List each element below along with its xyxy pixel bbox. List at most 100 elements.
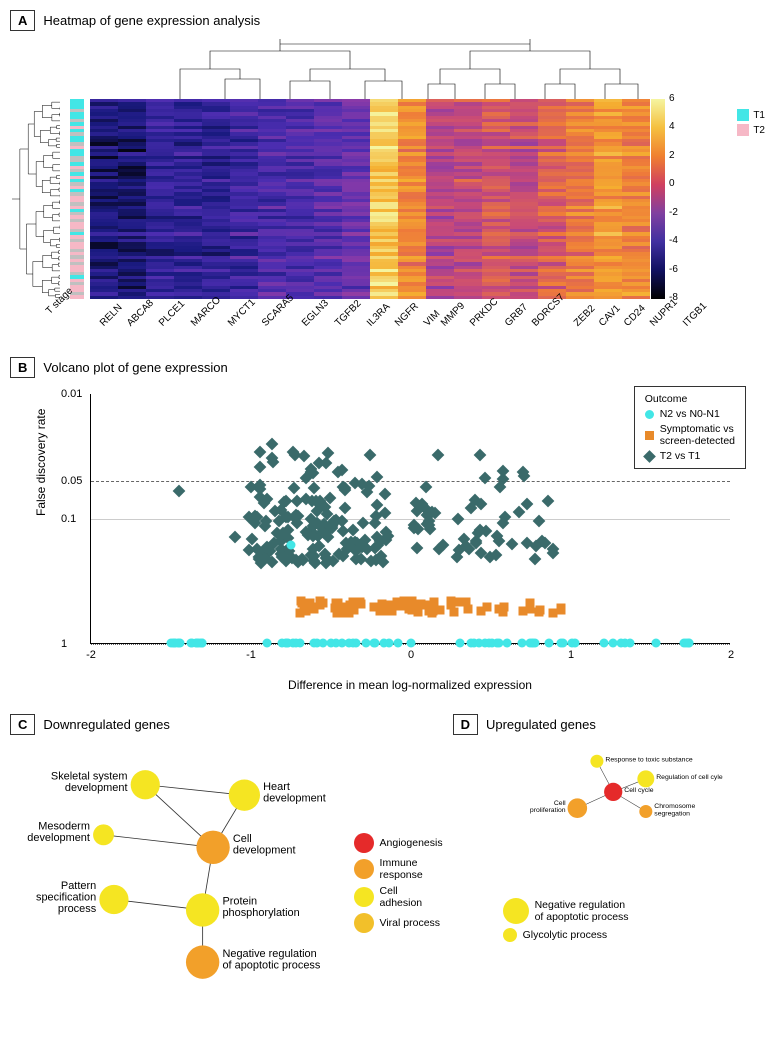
x-tick: -2 <box>86 649 96 661</box>
panel-a-letter: A <box>10 10 35 31</box>
volcano-point <box>617 638 626 647</box>
volcano-point <box>347 524 360 537</box>
ontology-row: C Downregulated genes Skeletal systemdev… <box>10 714 773 1001</box>
legend-marker <box>645 410 654 419</box>
colorbar: 6420-2-4-6-8 <box>651 99 693 299</box>
ontology-node <box>639 805 652 818</box>
volcano-point <box>291 638 300 647</box>
volcano-point <box>651 638 660 647</box>
panel-c-title: Downregulated genes <box>43 717 169 732</box>
colorbar-gradient <box>651 99 665 299</box>
panel-b-title: Volcano plot of gene expression <box>43 360 227 375</box>
volcano-point <box>527 638 536 647</box>
heatmap-cell <box>510 296 538 299</box>
volcano-point <box>529 553 542 566</box>
ontology-label: Chromosome <box>654 803 695 810</box>
legend-swatch <box>737 124 749 136</box>
ontology-label: Mesoderm <box>38 821 90 833</box>
volcano-point <box>379 487 392 500</box>
heatmap-cell <box>454 296 482 299</box>
volcano-point <box>347 603 356 612</box>
colorbar-tick: -8 <box>669 292 678 303</box>
panel-d-header: D Upregulated genes <box>453 714 773 735</box>
volcano-point <box>404 599 413 608</box>
ontology-node <box>99 885 128 914</box>
volcano-point <box>364 449 377 462</box>
volcano-point <box>362 638 371 647</box>
legend-label: Viral process <box>380 917 441 929</box>
volcano-point <box>451 512 464 525</box>
ontology-node <box>196 831 229 864</box>
volcano-point <box>393 638 402 647</box>
upregulated-network: Response to toxic substanceRegulation of… <box>453 743 773 893</box>
volcano-point <box>432 448 445 461</box>
legend-circle <box>354 887 374 907</box>
ontology-label: specification <box>36 892 96 904</box>
legend-circle <box>354 913 374 933</box>
volcano-point <box>338 501 351 514</box>
volcano-point <box>310 604 319 613</box>
ontology-node <box>590 755 603 768</box>
heatmap-cell <box>566 296 594 299</box>
volcano-point <box>544 638 553 647</box>
legend-marker <box>643 450 656 463</box>
volcano-point <box>462 598 471 607</box>
legend-label: Cell adhesion <box>380 885 443 909</box>
ontology-label: proliferation <box>529 807 565 814</box>
volcano-point <box>170 638 179 647</box>
legend-circle <box>503 928 517 942</box>
heatmap-cell <box>118 296 146 299</box>
panel-b: B Volcano plot of gene expression False … <box>10 357 773 696</box>
ontology-node <box>131 770 160 799</box>
ontology-node <box>93 824 114 845</box>
volcano-point <box>600 638 609 647</box>
panel-c: C Downregulated genes Skeletal systemdev… <box>10 714 443 983</box>
ontology-node <box>567 798 587 818</box>
ontology-node <box>229 780 260 811</box>
volcano-legend-title: Outcome <box>645 393 735 405</box>
volcano-point <box>407 638 416 647</box>
volcano-point <box>345 638 354 647</box>
y-tick: 1 <box>61 638 67 650</box>
x-tick: 2 <box>728 649 734 661</box>
panel-d-title: Upregulated genes <box>486 717 596 732</box>
volcano-point <box>229 531 242 544</box>
volcano-ylabel: False discovery rate <box>34 409 48 516</box>
volcano-point <box>556 638 565 647</box>
colorbar-ticks: 6420-2-4-6-8 <box>669 93 678 303</box>
panel-a-header: A Heatmap of gene expression analysis <box>10 10 773 31</box>
heatmap-cell <box>370 296 398 299</box>
heatmap-cell <box>594 296 622 299</box>
volcano-point <box>420 481 433 494</box>
volcano-point <box>499 608 508 617</box>
volcano-point <box>542 494 555 507</box>
legend-label: N2 vs N0-N1 <box>660 408 720 420</box>
volcano-point <box>173 485 186 498</box>
ontology-label: Response to toxic substance <box>605 756 693 763</box>
ontology-label: process <box>58 903 97 915</box>
legend-label: Angiogenesis <box>380 837 443 849</box>
heatmap-cell <box>314 296 342 299</box>
heatmap-area: T stage RELNABCA8PLCE1MARCOMYCT1SCARA5EG… <box>10 39 773 339</box>
volcano-area: False discovery rate -2-10120.010.050.11… <box>34 386 754 696</box>
dendrogram-left <box>10 99 60 299</box>
volcano-point <box>475 638 484 647</box>
volcano-xlabel: Difference in mean log-normalized expres… <box>90 678 730 692</box>
legend-label: T1 <box>753 110 765 121</box>
panel-b-letter: B <box>10 357 35 378</box>
x-tick: 1 <box>568 649 574 661</box>
y-tick: 0.05 <box>61 475 82 487</box>
legend-label: Immune response <box>380 857 443 881</box>
panel-b-header: B Volcano plot of gene expression <box>10 357 773 378</box>
x-tick: -1 <box>246 649 256 661</box>
gridline <box>91 519 730 520</box>
volcano-point <box>487 638 496 647</box>
volcano-point <box>253 461 266 474</box>
legend-circle <box>354 833 374 853</box>
volcano-point <box>308 481 321 494</box>
panel-d: D Upregulated genes Response to toxic su… <box>453 714 773 983</box>
gene-label: ITGB1 <box>681 301 727 347</box>
ontology-label: Protein <box>222 896 257 908</box>
volcano-point <box>410 542 423 555</box>
legend-label: Negative regulation of apoptotic process <box>535 899 629 923</box>
